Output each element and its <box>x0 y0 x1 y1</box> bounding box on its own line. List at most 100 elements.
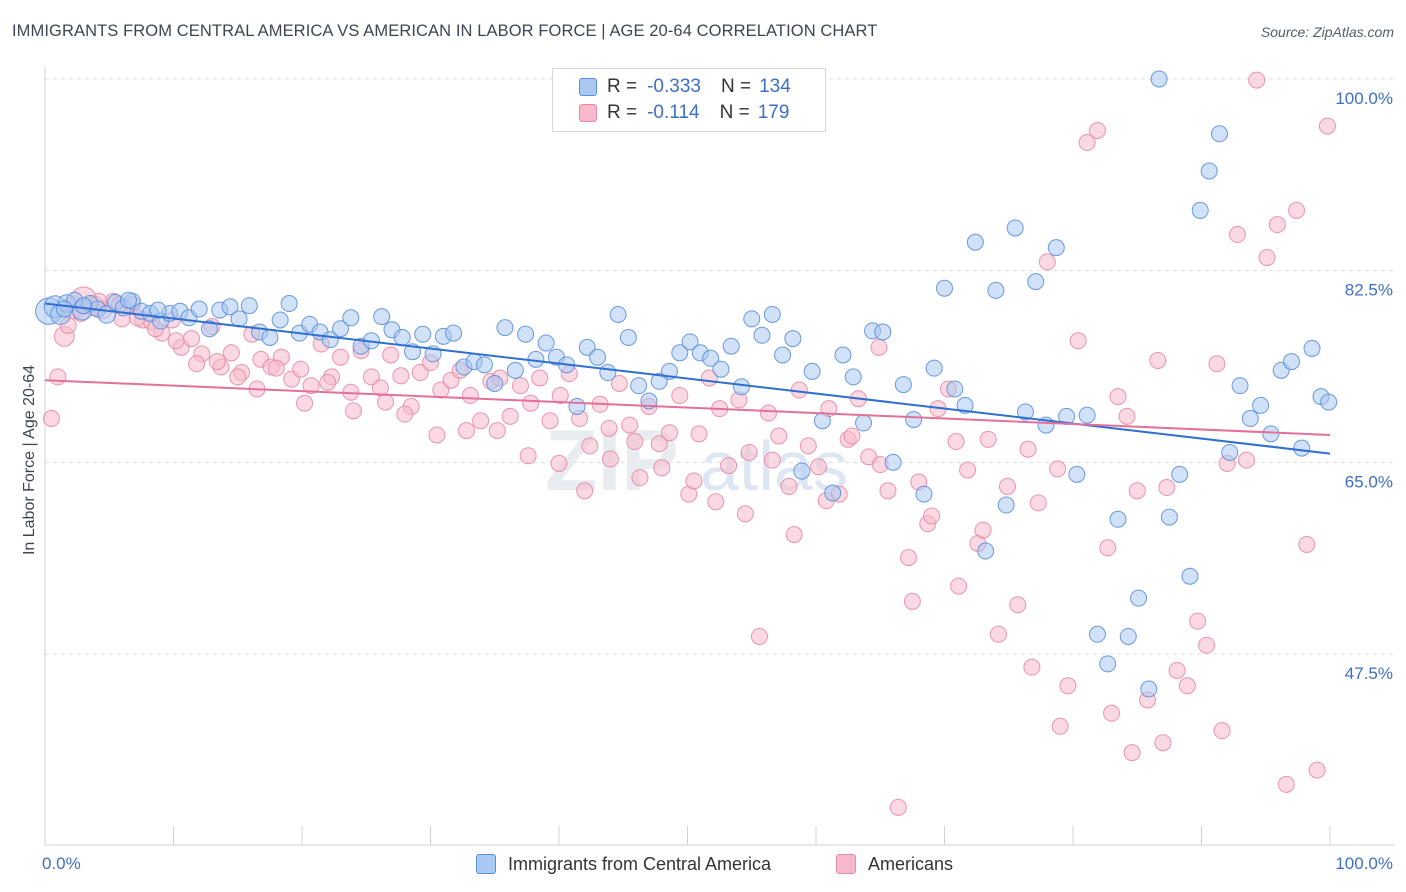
immigrants-trend-line <box>44 302 1331 455</box>
immigrants-point-74 <box>763 305 781 323</box>
americans-point-74 <box>770 427 788 445</box>
americans-point-92 <box>950 577 968 595</box>
americans-point-36 <box>392 367 410 385</box>
immigrants-point-52 <box>537 334 555 352</box>
americans-point-98 <box>1009 596 1027 614</box>
immigrants-point-47 <box>486 374 504 392</box>
americans-point-173 <box>1213 722 1231 740</box>
americans-point-171 <box>1123 744 1141 762</box>
immigrants-point-50 <box>517 325 535 343</box>
americans-point-147 <box>428 426 446 444</box>
americans-point-101 <box>1038 253 1056 271</box>
immigrants-point-105 <box>1078 406 1096 424</box>
americans-point-153 <box>601 450 619 468</box>
americans-point-52 <box>551 387 569 405</box>
americans-point-19 <box>222 344 240 362</box>
immigrants-point-36 <box>373 308 391 326</box>
americans-point-149 <box>488 422 506 440</box>
americans-point-100 <box>1029 494 1047 512</box>
americans-point-96 <box>989 625 1007 643</box>
americans-point-35 <box>382 346 400 364</box>
legend-swatch-blue <box>579 78 597 96</box>
americans-point-154 <box>626 433 644 451</box>
immigrants-points <box>35 70 1338 698</box>
americans-point-15 <box>182 330 200 348</box>
americans-point-64 <box>671 387 689 405</box>
immigrants-point-70 <box>722 337 740 355</box>
immigrants-point-81 <box>834 346 852 364</box>
immigrants-point-86 <box>884 453 902 471</box>
americans-point-158 <box>736 505 754 523</box>
immigrants-point-87 <box>894 376 912 394</box>
americans-point-93 <box>959 461 977 479</box>
immigrants-point-73 <box>753 326 771 344</box>
immigrants-point-112 <box>1150 70 1168 88</box>
americans-point-165 <box>923 507 941 525</box>
americans-point-51 <box>541 412 559 430</box>
legend-n-value: 179 <box>757 102 790 123</box>
legend-r-label: R = <box>607 102 638 123</box>
americans-point-77 <box>799 437 817 455</box>
legend-r-value: -0.114 <box>647 102 700 123</box>
americans-point-136 <box>167 332 185 350</box>
immigrants-point-132 <box>120 291 138 309</box>
americans-point-166 <box>947 433 965 451</box>
immigrants-point-115 <box>1181 567 1199 585</box>
immigrants-point-117 <box>1200 162 1218 180</box>
americans-point-157 <box>707 493 725 511</box>
americans-point-43 <box>461 387 479 405</box>
immigrants-point-76 <box>784 330 802 348</box>
americans-point-162 <box>843 427 861 445</box>
americans-point-122 <box>1248 71 1266 89</box>
americans-point-47 <box>501 407 519 425</box>
immigrants-point-68 <box>702 349 720 367</box>
legend-row-immigrants: R = -0.333 N = 134 <box>579 75 791 99</box>
americans-point-159 <box>763 451 781 469</box>
americans-point-55 <box>581 437 599 455</box>
americans-point-120 <box>1228 226 1246 244</box>
americans-point-160 <box>785 526 803 544</box>
americans-point-127 <box>1298 535 1316 553</box>
immigrants-point-38 <box>393 328 411 346</box>
bottom-legend-immigrants: Immigrants from Central America <box>476 852 771 876</box>
immigrants-point-121 <box>1241 410 1259 428</box>
americans-point-66 <box>690 425 708 443</box>
americans-point-102 <box>1049 460 1067 478</box>
immigrants-point-120 <box>1231 377 1249 395</box>
americans-point-59 <box>621 416 639 434</box>
immigrants-point-83 <box>855 414 873 432</box>
americans-point-144 <box>344 402 362 420</box>
immigrants-point-48 <box>496 319 514 337</box>
immigrants-point-96 <box>987 281 1005 299</box>
americans-point-172 <box>1154 734 1172 752</box>
immigrants-point-85 <box>874 323 892 341</box>
immigrants-point-65 <box>671 344 689 362</box>
americans-point-152 <box>576 482 594 500</box>
americans-point-33 <box>362 368 380 386</box>
americans-point-141 <box>267 359 285 377</box>
legend-n-label: N = <box>720 76 752 97</box>
immigrants-point-98 <box>1006 219 1024 237</box>
immigrants-point-69 <box>712 360 730 378</box>
americans-point-112 <box>1149 351 1167 369</box>
immigrants-point-93 <box>956 396 974 414</box>
y-tick-label-1: 65.0% <box>1345 472 1393 491</box>
immigrants-point-32 <box>332 320 350 338</box>
immigrants-point-21 <box>221 298 239 316</box>
americans-point-60 <box>631 469 649 487</box>
americans-point-139 <box>229 368 247 386</box>
immigrants-point-79 <box>813 412 831 430</box>
americans-point-85 <box>879 482 897 500</box>
immigrants-point-100 <box>1027 273 1045 291</box>
immigrants-point-91 <box>936 279 953 297</box>
americans-point-97 <box>998 477 1016 495</box>
americans-point-87 <box>900 549 918 567</box>
americans-point-106 <box>1088 121 1106 139</box>
bottom-legend-label-americans: Americans <box>868 853 954 874</box>
immigrants-point-109 <box>1119 627 1137 645</box>
americans-point-86 <box>889 798 907 816</box>
x-tick-label-max: 100.0% <box>1335 854 1393 873</box>
immigrants-point-122 <box>1252 396 1270 414</box>
americans-point-62 <box>650 435 668 453</box>
